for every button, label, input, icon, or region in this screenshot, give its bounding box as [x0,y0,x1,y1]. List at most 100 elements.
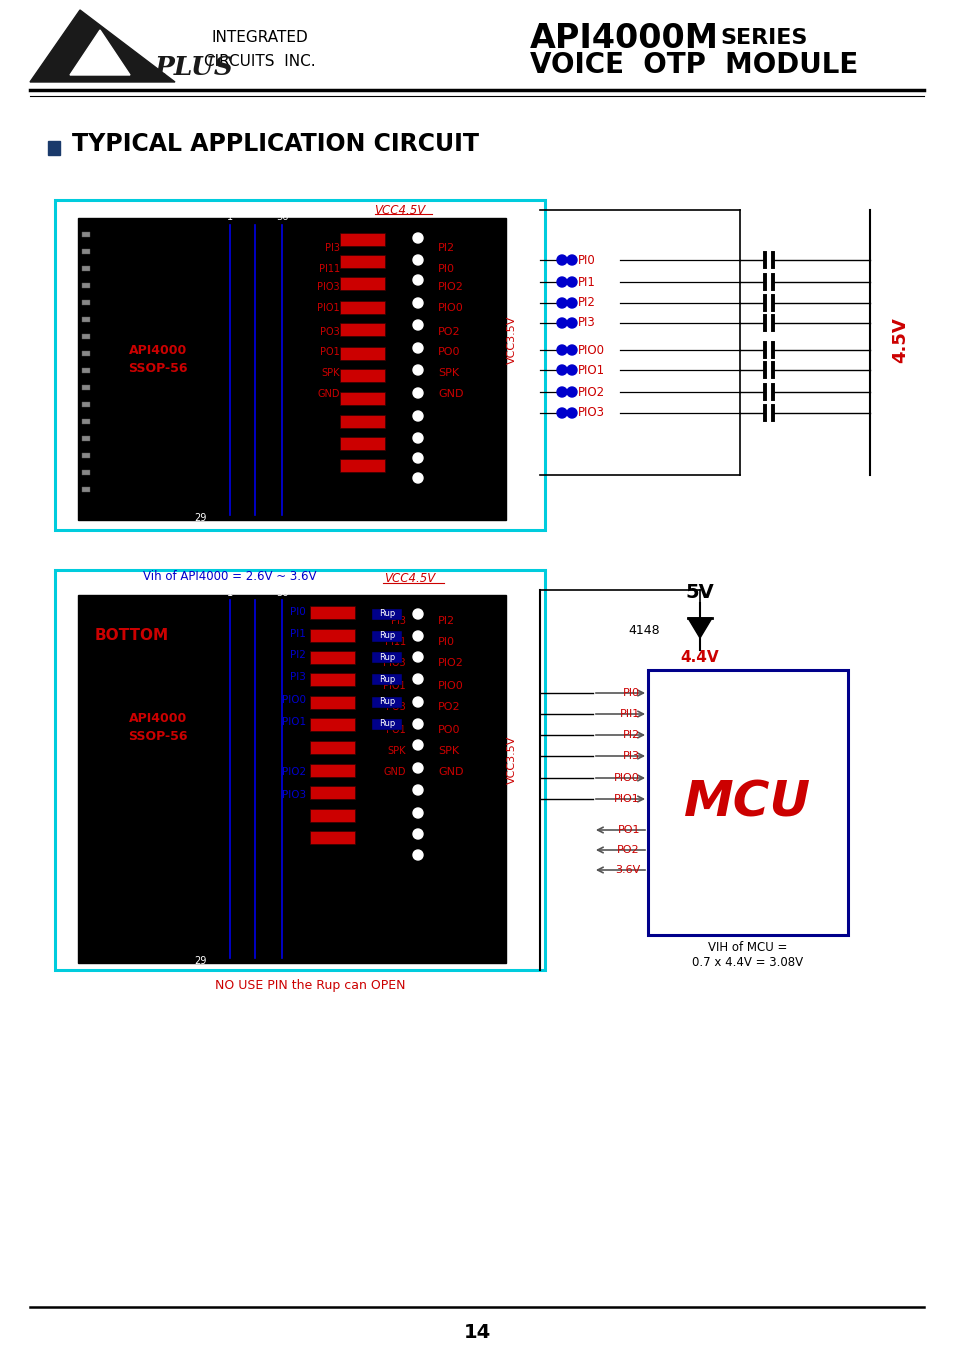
Circle shape [566,317,577,328]
Text: PO2: PO2 [437,703,460,712]
Bar [339,277,385,290]
Text: PIO1: PIO1 [281,717,306,727]
Text: PO1: PO1 [617,825,639,835]
Text: CIRCUITS  INC.: CIRCUITS INC. [204,54,315,69]
Text: PIO0: PIO0 [578,343,604,357]
Text: PIO1: PIO1 [317,303,339,313]
Text: SSOP-56: SSOP-56 [128,362,188,374]
Circle shape [413,232,422,243]
Bar [82,486,90,492]
Circle shape [557,299,566,308]
Circle shape [407,249,429,272]
Bar [82,232,90,236]
Bar [48,141,60,155]
Circle shape [566,255,577,265]
Circle shape [413,609,422,619]
Bar [339,415,385,428]
Text: BOTTOM: BOTTOM [95,628,169,643]
Bar [372,609,401,620]
Text: SPK: SPK [321,367,339,378]
Bar [82,453,90,458]
Circle shape [413,674,422,684]
Circle shape [413,276,422,285]
Text: PO1: PO1 [386,725,406,735]
Text: PI0: PI0 [290,607,306,617]
Circle shape [407,667,429,690]
Circle shape [407,713,429,735]
Circle shape [413,830,422,839]
Text: VCC3.5V: VCC3.5V [506,736,517,784]
Text: PII1: PII1 [619,709,639,719]
Bar [339,459,385,471]
Bar [339,301,385,313]
Text: SPK: SPK [437,746,458,757]
Polygon shape [70,30,130,76]
Circle shape [413,808,422,817]
Bar [310,607,355,619]
Circle shape [413,631,422,640]
Text: 4.4V: 4.4V [680,650,719,666]
Circle shape [413,453,422,463]
Circle shape [557,365,566,376]
Circle shape [557,408,566,417]
Text: PI2: PI2 [578,296,596,309]
Circle shape [407,447,429,469]
Text: PI0: PI0 [578,254,595,266]
Text: PI2: PI2 [437,616,455,626]
Bar [310,786,355,798]
Circle shape [413,763,422,773]
Text: PLUS: PLUS [154,55,233,80]
Circle shape [413,850,422,861]
Circle shape [413,473,422,484]
Circle shape [407,336,429,359]
Text: VOICE  OTP  MODULE: VOICE OTP MODULE [530,51,858,78]
Text: 1: 1 [227,212,233,222]
Text: PI3: PI3 [290,671,306,682]
Bar [82,367,90,373]
Text: PO0: PO0 [437,347,460,357]
Bar [372,653,401,663]
Circle shape [413,343,422,353]
Bar [82,334,90,339]
Text: PIO2: PIO2 [437,658,463,667]
Circle shape [557,345,566,355]
Circle shape [407,603,429,626]
Circle shape [566,365,577,376]
Text: PIO1: PIO1 [383,681,406,690]
Circle shape [557,277,566,286]
Text: GND: GND [437,767,463,777]
Circle shape [407,626,429,647]
Text: VCC4.5V: VCC4.5V [384,571,436,585]
Bar [372,719,401,730]
Polygon shape [30,9,174,82]
Circle shape [407,382,429,404]
Text: INTEGRATED: INTEGRATED [212,31,308,46]
Text: PO2: PO2 [617,844,639,855]
Text: PI0: PI0 [437,263,455,274]
Bar [339,255,385,267]
Text: 29: 29 [193,957,206,966]
Circle shape [413,255,422,265]
Text: VCC3.5V: VCC3.5V [506,316,517,365]
Text: 29: 29 [193,513,206,523]
Text: PI2: PI2 [437,243,455,253]
Text: PO3: PO3 [386,703,406,712]
Text: 56: 56 [275,212,288,222]
Circle shape [557,317,566,328]
Text: PIO3: PIO3 [578,407,604,420]
Circle shape [407,646,429,667]
Bar [647,670,847,935]
Circle shape [407,359,429,381]
Circle shape [557,386,566,397]
Circle shape [413,388,422,399]
Text: 3.6V: 3.6V [614,865,639,875]
Text: PI1: PI1 [578,276,596,289]
Circle shape [413,365,422,376]
Circle shape [407,802,429,824]
Text: 5V: 5V [685,584,714,603]
Text: PIO0: PIO0 [437,681,463,690]
Bar [372,697,401,708]
Bar [310,717,355,731]
Text: VCC4.5V: VCC4.5V [374,204,425,216]
Circle shape [413,434,422,443]
